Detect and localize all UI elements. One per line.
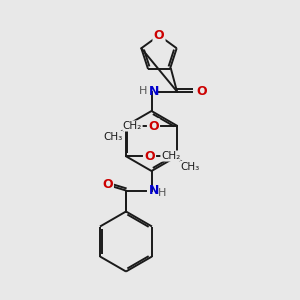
Text: CH₂: CH₂	[161, 151, 180, 161]
Text: O: O	[144, 149, 155, 163]
Text: O: O	[154, 29, 164, 42]
Text: N: N	[149, 85, 159, 98]
Text: O: O	[196, 85, 206, 98]
Text: CH₂: CH₂	[123, 121, 142, 131]
Text: O: O	[102, 178, 113, 191]
Text: H: H	[139, 86, 147, 97]
Text: H: H	[158, 188, 166, 198]
Text: N: N	[149, 184, 159, 197]
Text: O: O	[148, 119, 159, 133]
Text: CH₃: CH₃	[180, 161, 200, 172]
Text: CH₃: CH₃	[103, 131, 123, 142]
